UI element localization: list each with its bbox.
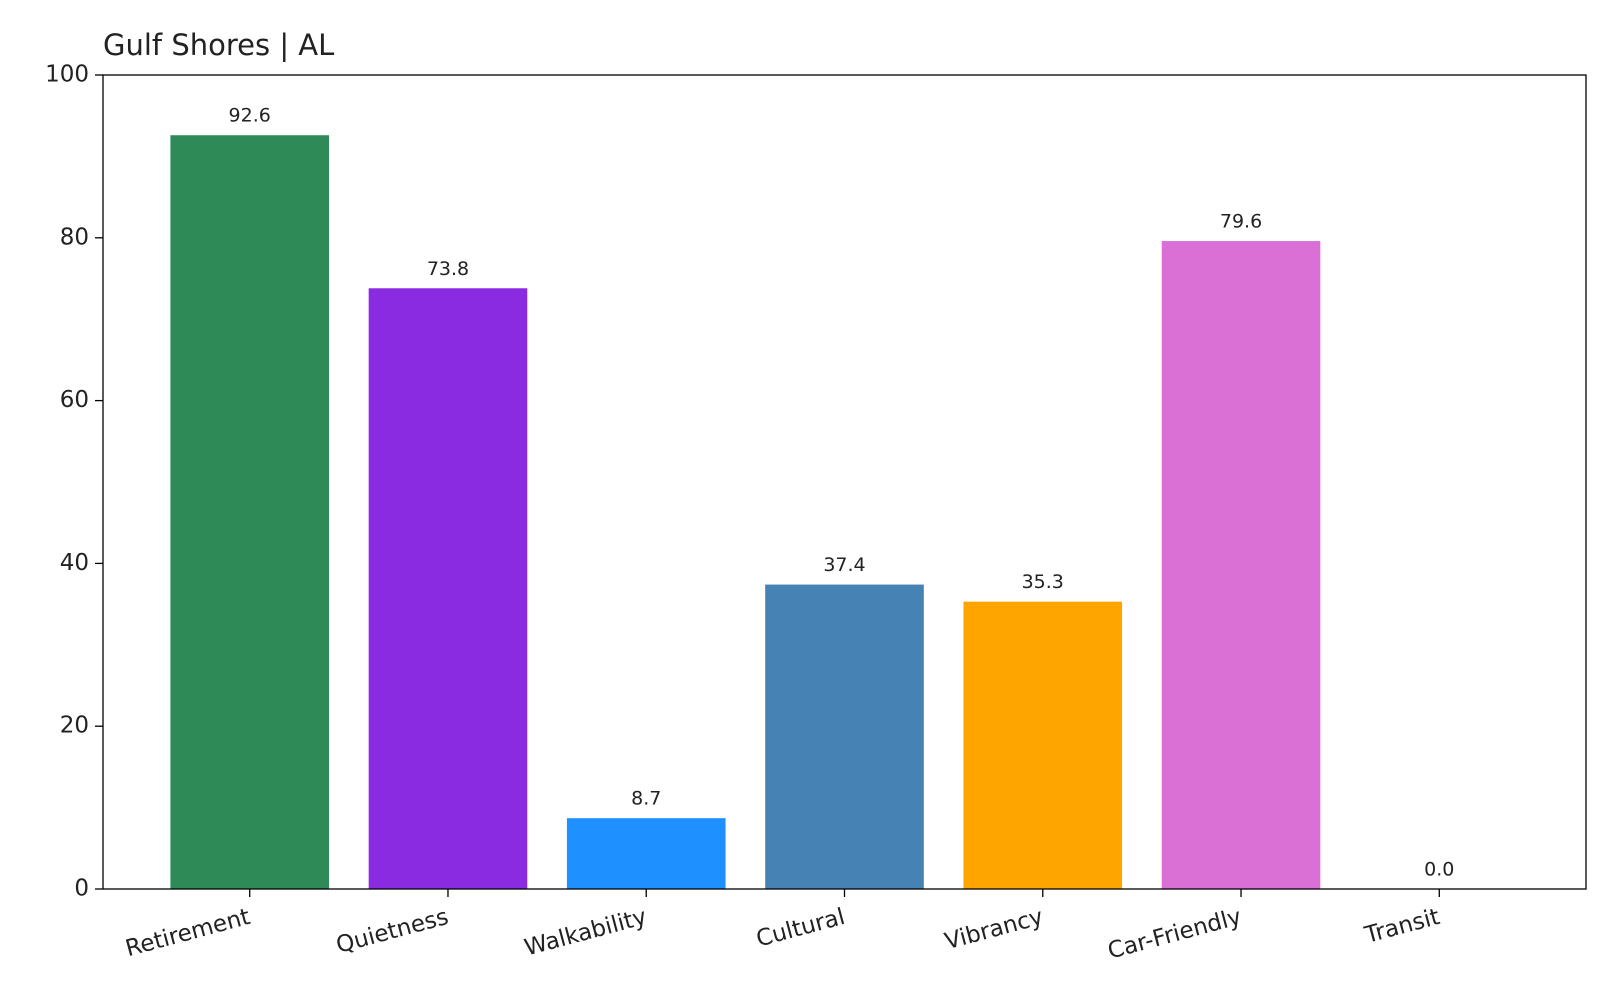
plot-frame xyxy=(102,74,1587,890)
bar xyxy=(566,818,726,889)
y-tick-label: 60 xyxy=(60,387,89,413)
value-label: 8.7 xyxy=(631,788,661,810)
bar xyxy=(765,584,924,889)
y-tick-label: 80 xyxy=(60,224,89,250)
value-label: 73.8 xyxy=(427,258,469,280)
value-label: 79.6 xyxy=(1220,211,1262,233)
bar xyxy=(170,135,330,890)
value-label: 35.3 xyxy=(1022,571,1064,593)
chart-title: Gulf Shores | AL xyxy=(103,28,334,62)
value-label: 37.4 xyxy=(823,554,865,576)
y-tick-label: 0 xyxy=(74,876,89,902)
bar xyxy=(963,601,1123,889)
bar xyxy=(1161,241,1321,889)
y-tick-label: 40 xyxy=(60,550,89,576)
value-label: 0.0 xyxy=(1424,859,1454,881)
y-tick-label: 100 xyxy=(45,62,89,88)
value-label: 92.6 xyxy=(229,105,271,127)
bar xyxy=(368,288,528,889)
y-tick-label: 20 xyxy=(60,713,89,739)
